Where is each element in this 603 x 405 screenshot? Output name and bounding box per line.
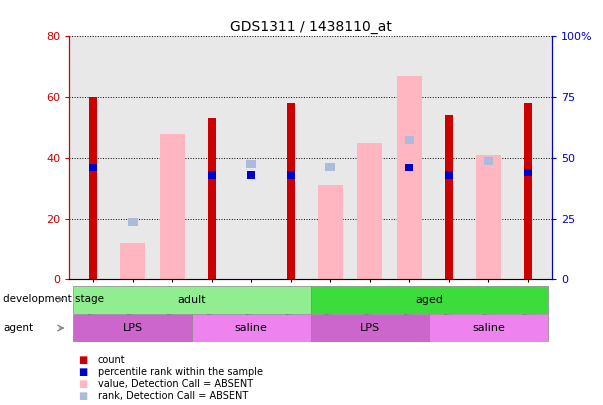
- Text: percentile rank within the sample: percentile rank within the sample: [98, 367, 263, 377]
- Bar: [326, 163, 335, 171]
- Bar: [207, 171, 216, 179]
- Bar: [524, 169, 532, 176]
- Text: ■: ■: [78, 379, 87, 389]
- Bar: [120, 243, 145, 279]
- Text: development stage: development stage: [3, 294, 104, 304]
- Bar: [397, 76, 422, 279]
- Bar: [287, 171, 295, 179]
- Text: aged: aged: [415, 295, 443, 305]
- Bar: [311, 286, 548, 314]
- Bar: [74, 314, 192, 342]
- Bar: [160, 134, 185, 279]
- Bar: [89, 164, 97, 171]
- Bar: [318, 185, 343, 279]
- Text: rank, Detection Call = ABSENT: rank, Detection Call = ABSENT: [98, 391, 248, 401]
- Bar: [484, 157, 493, 165]
- Title: GDS1311 / 1438110_at: GDS1311 / 1438110_at: [230, 20, 391, 34]
- Bar: [405, 164, 414, 171]
- Bar: [429, 314, 548, 342]
- Bar: [445, 171, 453, 179]
- Bar: [358, 143, 382, 279]
- Bar: [207, 119, 216, 279]
- Text: saline: saline: [235, 323, 268, 333]
- Text: LPS: LPS: [122, 323, 143, 333]
- Text: ■: ■: [78, 391, 87, 401]
- Bar: [311, 314, 429, 342]
- Bar: [247, 160, 256, 168]
- Text: agent: agent: [3, 323, 33, 333]
- Bar: [192, 314, 311, 342]
- Text: saline: saline: [472, 323, 505, 333]
- Text: ■: ■: [78, 355, 87, 364]
- Bar: [247, 171, 255, 179]
- Bar: [405, 136, 414, 143]
- Bar: [445, 115, 453, 279]
- Bar: [524, 103, 532, 279]
- Bar: [74, 286, 311, 314]
- Text: value, Detection Call = ABSENT: value, Detection Call = ABSENT: [98, 379, 253, 389]
- Text: LPS: LPS: [360, 323, 380, 333]
- Text: count: count: [98, 355, 125, 364]
- Text: ■: ■: [78, 367, 87, 377]
- Text: adult: adult: [178, 295, 206, 305]
- Bar: [89, 97, 97, 279]
- Bar: [287, 103, 295, 279]
- Bar: [476, 155, 501, 279]
- Bar: [128, 218, 137, 226]
